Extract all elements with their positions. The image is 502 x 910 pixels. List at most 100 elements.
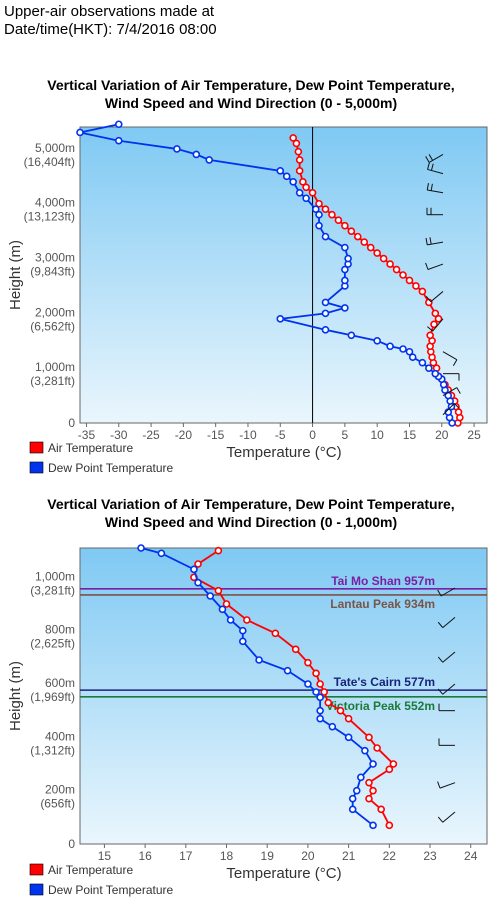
- data-point: [283, 666, 292, 675]
- data-point: [218, 605, 227, 614]
- data-point: [425, 298, 433, 307]
- y-tick-label: 0: [68, 416, 75, 430]
- data-point: [316, 714, 324, 723]
- data-point: [328, 722, 337, 731]
- data-point: [341, 243, 349, 252]
- data-point: [206, 592, 215, 600]
- x-tick-label: -35: [78, 428, 96, 442]
- x-tick-label: 24: [464, 849, 478, 863]
- wind-barb-flag: [437, 781, 441, 789]
- wind-barb-shaft: [442, 387, 458, 397]
- wind-barb-flag: [437, 688, 444, 695]
- chart-title-line: Wind Speed and Wind Direction (0 - 5,000…: [105, 95, 397, 111]
- data-point: [405, 347, 414, 356]
- wind-barb-shaft: [442, 651, 456, 663]
- wind-barb-flag: [437, 589, 442, 597]
- wind-barb-shaft: [442, 351, 458, 361]
- reference-line-label: Victoria Peak 552m: [326, 699, 435, 713]
- wind-barb-shaft: [430, 291, 444, 303]
- wind-barb-shaft: [442, 616, 456, 629]
- legend-swatch: [29, 441, 44, 454]
- reference-line-label: Tai Mo Shan 957m: [331, 574, 435, 588]
- x-tick-label: 16: [138, 849, 152, 863]
- data-point: [341, 265, 349, 274]
- data-point: [315, 199, 323, 208]
- chart-title-line: Wind Speed and Wind Direction (0 - 1,000…: [105, 514, 397, 530]
- data-point: [302, 194, 310, 203]
- data-point: [271, 629, 280, 638]
- data-point: [190, 565, 198, 574]
- data-point: [426, 331, 434, 340]
- chart-0-5000m: Vertical Variation of Air Temperature, D…: [7, 77, 488, 475]
- data-point: [239, 626, 247, 635]
- wind-barb-flag: [453, 403, 460, 409]
- data-point: [399, 345, 407, 353]
- data-point: [369, 821, 377, 830]
- wind-barb-shaft: [442, 403, 455, 416]
- data-point: [385, 765, 394, 774]
- chart-title-line: Vertical Variation of Air Temperature, D…: [47, 496, 454, 512]
- y-axis-label: Height (m): [7, 661, 24, 731]
- data-point: [194, 560, 202, 568]
- data-point: [418, 287, 427, 296]
- wind-barb-flag: [437, 816, 444, 823]
- data-point: [341, 276, 349, 285]
- data-point: [226, 616, 235, 624]
- data-point: [408, 353, 417, 362]
- data-point: [360, 238, 369, 246]
- wind-barb-flag: [427, 162, 430, 170]
- x-axis-label: Temperature (°C): [226, 865, 341, 882]
- observation-datetime: Date/time(HKT): 7/4/2016 08:00: [4, 21, 217, 38]
- observation-caption: Upper-air observations made at: [4, 3, 215, 20]
- data-point: [344, 733, 353, 742]
- x-tick-label: -20: [175, 428, 193, 442]
- data-point: [334, 216, 343, 224]
- data-point: [353, 232, 362, 241]
- y-axis-label: Height (m): [7, 240, 24, 310]
- data-point: [292, 139, 301, 148]
- data-point: [282, 172, 291, 181]
- wind-barb-shaft: [432, 318, 444, 332]
- data-point: [312, 669, 320, 678]
- data-point: [347, 331, 356, 340]
- wind-barb-shaft: [427, 189, 444, 194]
- wind-barb-flag: [428, 154, 434, 161]
- y-tick-label: 1,000m: [35, 569, 75, 583]
- page-header: Upper-air observations made at Date/time…: [4, 3, 217, 39]
- wind-barb-shaft: [427, 241, 444, 246]
- data-point: [276, 315, 285, 323]
- x-tick-label: 0: [309, 428, 316, 442]
- wind-barb-flag: [456, 387, 461, 394]
- x-tick-label: 17: [179, 849, 193, 863]
- data-point: [222, 600, 231, 608]
- x-tick-label: 20: [301, 849, 315, 863]
- data-point: [336, 706, 345, 715]
- y-tick-label-ft: (656ft): [40, 797, 75, 811]
- y-tick-label-ft: (2,625ft): [30, 637, 75, 651]
- y-tick-label-ft: (3,281ft): [30, 374, 75, 388]
- x-tick-label: -25: [142, 428, 160, 442]
- data-point: [315, 210, 323, 219]
- x-tick-label: 15: [403, 428, 417, 442]
- wind-barb-shaft: [442, 683, 456, 695]
- data-point: [294, 147, 303, 156]
- data-point: [389, 760, 398, 768]
- data-point: [430, 320, 438, 329]
- data-point: [365, 794, 373, 803]
- data-point: [341, 304, 349, 312]
- data-point: [192, 150, 201, 159]
- y-tick-label: 400m: [45, 729, 75, 743]
- wind-barb-flag: [425, 296, 432, 303]
- data-point: [344, 254, 352, 263]
- wind-barb-flag: [452, 359, 458, 367]
- data-point: [243, 616, 251, 624]
- data-point: [295, 156, 304, 164]
- data-point: [365, 733, 373, 742]
- legend-label: Dew Point Temperature: [48, 883, 174, 897]
- data-point: [352, 786, 361, 795]
- wind-barb-flag: [425, 237, 428, 245]
- data-point: [361, 746, 369, 755]
- data-point: [321, 326, 330, 334]
- x-tick-label: 22: [383, 849, 397, 863]
- wind-barb-shaft: [428, 153, 444, 163]
